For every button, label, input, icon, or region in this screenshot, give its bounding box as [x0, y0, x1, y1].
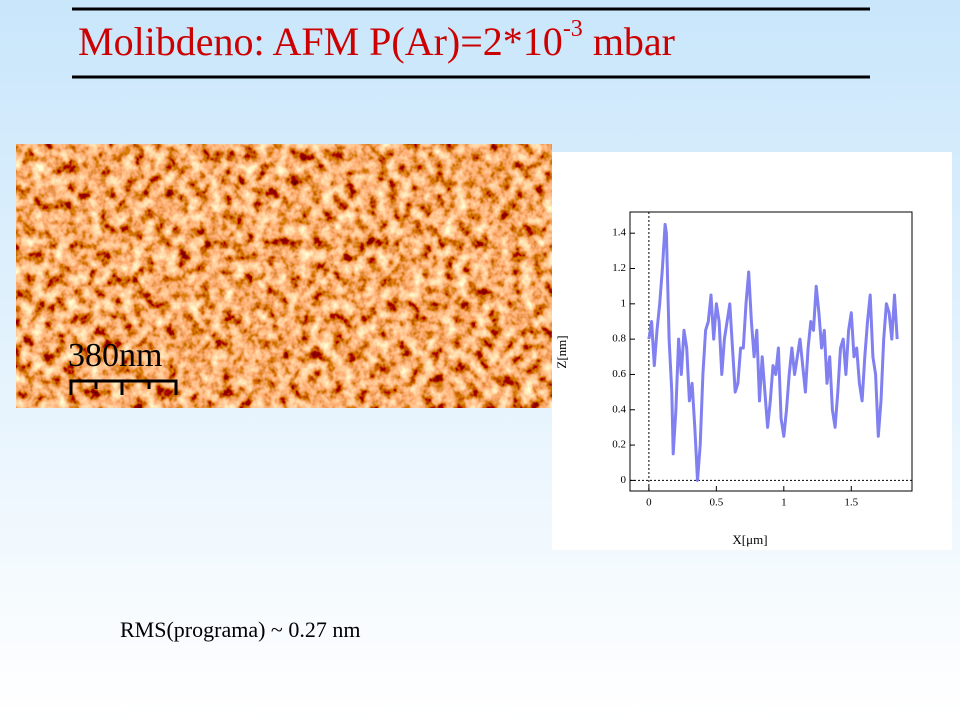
- x-tick-label: 1: [781, 497, 787, 509]
- title-unit: mbar: [593, 19, 675, 64]
- y-tick-label: 0.4: [612, 403, 626, 415]
- y-tick-label: 0: [621, 474, 627, 486]
- y-axis-label: Z[nm]: [554, 335, 569, 368]
- y-tick-label: 0.6: [612, 368, 626, 380]
- x-tick-label: 0.5: [709, 497, 723, 509]
- slide-title: Molibdeno: AFM P(Ar)=2*10-3 mbar: [78, 16, 675, 65]
- y-tick-label: 1: [621, 297, 627, 309]
- scale-bar: [69, 379, 178, 395]
- y-tick-label: 0.2: [612, 439, 626, 451]
- rms-note: RMS(programa) ~ 0.27 nm: [120, 617, 360, 642]
- plot-frame: [629, 211, 913, 492]
- chart-panel: [552, 152, 952, 550]
- x-axis-label: X[μm]: [732, 532, 767, 547]
- x-tick-label: 1.5: [844, 497, 858, 509]
- y-tick-label: 1.4: [612, 227, 626, 239]
- y-tick-label: 1.2: [612, 262, 626, 274]
- scale-bar-label: 380nm: [68, 337, 162, 374]
- x-tick-label: 0: [646, 497, 652, 509]
- profile-line: [647, 222, 899, 482]
- afm-image: [16, 144, 552, 408]
- title-text: Molibdeno: AFM P(Ar)=2*10: [78, 19, 563, 64]
- title-superscript: -3: [563, 16, 583, 42]
- y-tick-label: 0.8: [612, 333, 626, 345]
